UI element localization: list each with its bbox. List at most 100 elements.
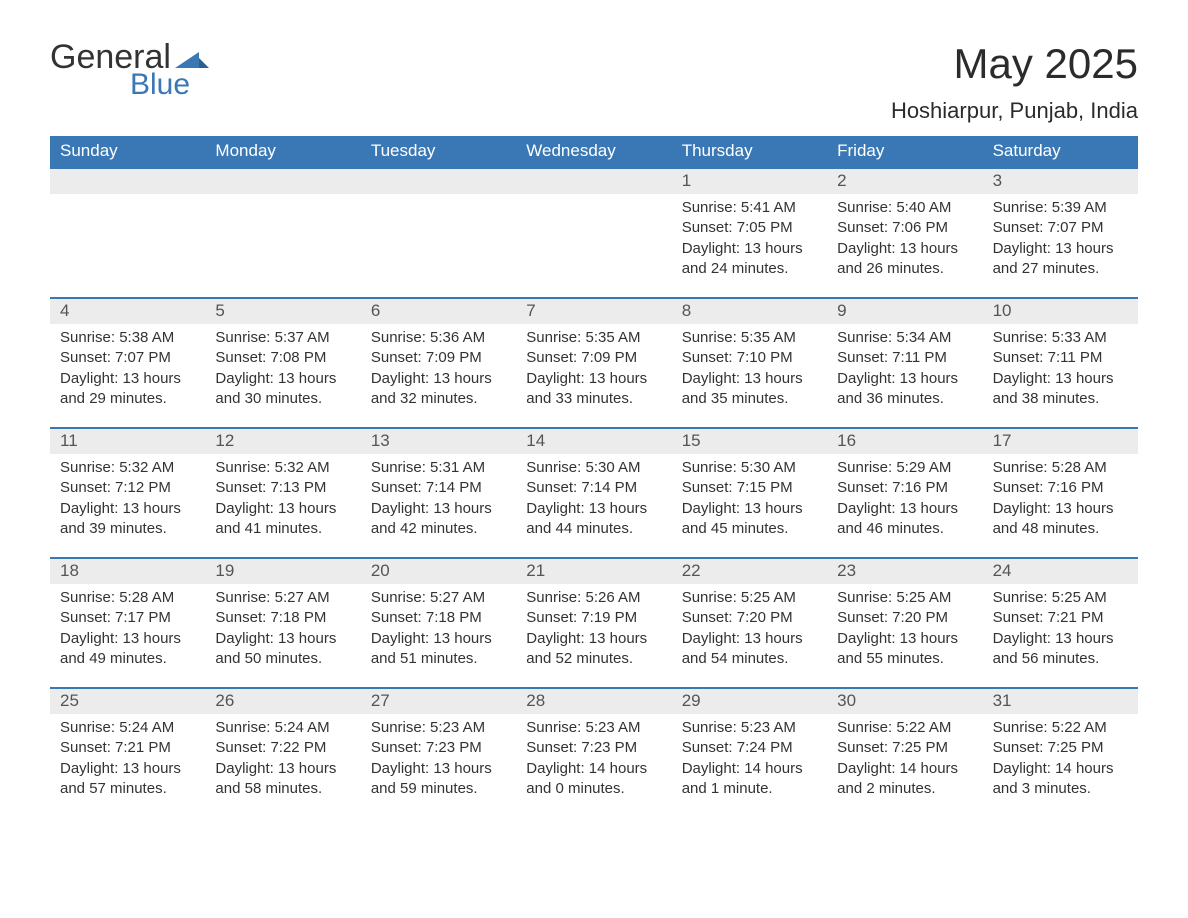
sunrise-line: Sunrise: 5:41 AM: [682, 198, 817, 218]
calendar-cell: 1Sunrise: 5:41 AMSunset: 7:05 PMDaylight…: [672, 169, 827, 297]
day-body: Sunrise: 5:28 AMSunset: 7:17 PMDaylight:…: [50, 584, 205, 687]
calendar: Sunday Monday Tuesday Wednesday Thursday…: [50, 136, 1138, 817]
title-area: May 2025 Hoshiarpur, Punjab, India: [891, 40, 1138, 124]
calendar-cell: 4Sunrise: 5:38 AMSunset: 7:07 PMDaylight…: [50, 299, 205, 427]
daylight-line: Daylight: 13 hours and 45 minutes.: [682, 499, 817, 540]
daylight-line: Daylight: 13 hours and 51 minutes.: [371, 629, 506, 670]
day-body: Sunrise: 5:32 AMSunset: 7:12 PMDaylight:…: [50, 454, 205, 557]
sunset-line: Sunset: 7:11 PM: [993, 348, 1128, 368]
sunrise-line: Sunrise: 5:30 AM: [526, 458, 661, 478]
page-subtitle: Hoshiarpur, Punjab, India: [891, 98, 1138, 124]
day-body: Sunrise: 5:25 AMSunset: 7:20 PMDaylight:…: [672, 584, 827, 687]
day-number: 11: [50, 429, 205, 454]
sunset-line: Sunset: 7:16 PM: [993, 478, 1128, 498]
daylight-line: Daylight: 13 hours and 58 minutes.: [215, 759, 350, 800]
day-body: Sunrise: 5:27 AMSunset: 7:18 PMDaylight:…: [205, 584, 360, 687]
daylight-line: Daylight: 13 hours and 36 minutes.: [837, 369, 972, 410]
day-body: Sunrise: 5:22 AMSunset: 7:25 PMDaylight:…: [983, 714, 1138, 817]
daylight-line: Daylight: 13 hours and 42 minutes.: [371, 499, 506, 540]
calendar-cell: 6Sunrise: 5:36 AMSunset: 7:09 PMDaylight…: [361, 299, 516, 427]
sunset-line: Sunset: 7:13 PM: [215, 478, 350, 498]
sunset-line: Sunset: 7:20 PM: [682, 608, 817, 628]
calendar-header-row: Sunday Monday Tuesday Wednesday Thursday…: [50, 136, 1138, 167]
day-number: 10: [983, 299, 1138, 324]
calendar-week: 18Sunrise: 5:28 AMSunset: 7:17 PMDayligh…: [50, 557, 1138, 687]
calendar-cell: 22Sunrise: 5:25 AMSunset: 7:20 PMDayligh…: [672, 559, 827, 687]
calendar-cell: 7Sunrise: 5:35 AMSunset: 7:09 PMDaylight…: [516, 299, 671, 427]
day-body: Sunrise: 5:26 AMSunset: 7:19 PMDaylight:…: [516, 584, 671, 687]
sunset-line: Sunset: 7:14 PM: [526, 478, 661, 498]
sunset-line: Sunset: 7:10 PM: [682, 348, 817, 368]
sunset-line: Sunset: 7:06 PM: [837, 218, 972, 238]
daylight-line: Daylight: 13 hours and 55 minutes.: [837, 629, 972, 670]
day-number-blank: [50, 169, 205, 194]
day-number: 6: [361, 299, 516, 324]
day-number: 20: [361, 559, 516, 584]
daylight-line: Daylight: 13 hours and 48 minutes.: [993, 499, 1128, 540]
day-body: Sunrise: 5:28 AMSunset: 7:16 PMDaylight:…: [983, 454, 1138, 557]
sunset-line: Sunset: 7:07 PM: [993, 218, 1128, 238]
day-number: 19: [205, 559, 360, 584]
day-body: Sunrise: 5:22 AMSunset: 7:25 PMDaylight:…: [827, 714, 982, 817]
calendar-cell: 29Sunrise: 5:23 AMSunset: 7:24 PMDayligh…: [672, 689, 827, 817]
daylight-line: Daylight: 13 hours and 57 minutes.: [60, 759, 195, 800]
calendar-cell: [205, 169, 360, 297]
calendar-cell: 2Sunrise: 5:40 AMSunset: 7:06 PMDaylight…: [827, 169, 982, 297]
daylight-line: Daylight: 13 hours and 26 minutes.: [837, 239, 972, 280]
daylight-line: Daylight: 13 hours and 27 minutes.: [993, 239, 1128, 280]
calendar-cell: 15Sunrise: 5:30 AMSunset: 7:15 PMDayligh…: [672, 429, 827, 557]
daylight-line: Daylight: 13 hours and 46 minutes.: [837, 499, 972, 540]
calendar-cell: 28Sunrise: 5:23 AMSunset: 7:23 PMDayligh…: [516, 689, 671, 817]
day-number: 23: [827, 559, 982, 584]
sunset-line: Sunset: 7:12 PM: [60, 478, 195, 498]
day-body: Sunrise: 5:36 AMSunset: 7:09 PMDaylight:…: [361, 324, 516, 427]
sunrise-line: Sunrise: 5:31 AM: [371, 458, 506, 478]
day-number: 25: [50, 689, 205, 714]
daylight-line: Daylight: 14 hours and 3 minutes.: [993, 759, 1128, 800]
calendar-cell: 12Sunrise: 5:32 AMSunset: 7:13 PMDayligh…: [205, 429, 360, 557]
sunset-line: Sunset: 7:23 PM: [526, 738, 661, 758]
day-body: Sunrise: 5:23 AMSunset: 7:24 PMDaylight:…: [672, 714, 827, 817]
dayname-wednesday: Wednesday: [516, 136, 671, 167]
sunrise-line: Sunrise: 5:24 AM: [215, 718, 350, 738]
logo: General Blue: [50, 40, 210, 102]
sunset-line: Sunset: 7:17 PM: [60, 608, 195, 628]
day-number: 17: [983, 429, 1138, 454]
day-number: 31: [983, 689, 1138, 714]
day-body: Sunrise: 5:23 AMSunset: 7:23 PMDaylight:…: [361, 714, 516, 817]
sunrise-line: Sunrise: 5:23 AM: [371, 718, 506, 738]
day-number: 13: [361, 429, 516, 454]
calendar-cell: [361, 169, 516, 297]
sunrise-line: Sunrise: 5:40 AM: [837, 198, 972, 218]
day-number: 15: [672, 429, 827, 454]
day-body: Sunrise: 5:24 AMSunset: 7:22 PMDaylight:…: [205, 714, 360, 817]
calendar-page: General Blue May 2025 Hoshiarpur, Punjab…: [0, 0, 1188, 857]
daylight-line: Daylight: 13 hours and 32 minutes.: [371, 369, 506, 410]
daylight-line: Daylight: 13 hours and 50 minutes.: [215, 629, 350, 670]
sunset-line: Sunset: 7:24 PM: [682, 738, 817, 758]
day-number: 26: [205, 689, 360, 714]
sunrise-line: Sunrise: 5:25 AM: [682, 588, 817, 608]
sunset-line: Sunset: 7:16 PM: [837, 478, 972, 498]
sunrise-line: Sunrise: 5:28 AM: [60, 588, 195, 608]
calendar-cell: 31Sunrise: 5:22 AMSunset: 7:25 PMDayligh…: [983, 689, 1138, 817]
sunrise-line: Sunrise: 5:39 AM: [993, 198, 1128, 218]
sunrise-line: Sunrise: 5:35 AM: [526, 328, 661, 348]
dayname-tuesday: Tuesday: [361, 136, 516, 167]
calendar-cell: 20Sunrise: 5:27 AMSunset: 7:18 PMDayligh…: [361, 559, 516, 687]
sunrise-line: Sunrise: 5:27 AM: [215, 588, 350, 608]
day-number: 22: [672, 559, 827, 584]
day-number: 8: [672, 299, 827, 324]
day-number: 14: [516, 429, 671, 454]
sunset-line: Sunset: 7:08 PM: [215, 348, 350, 368]
dayname-sunday: Sunday: [50, 136, 205, 167]
daylight-line: Daylight: 14 hours and 1 minute.: [682, 759, 817, 800]
calendar-week: 4Sunrise: 5:38 AMSunset: 7:07 PMDaylight…: [50, 297, 1138, 427]
day-body: Sunrise: 5:39 AMSunset: 7:07 PMDaylight:…: [983, 194, 1138, 297]
sunset-line: Sunset: 7:21 PM: [60, 738, 195, 758]
daylight-line: Daylight: 13 hours and 29 minutes.: [60, 369, 195, 410]
day-body: Sunrise: 5:23 AMSunset: 7:23 PMDaylight:…: [516, 714, 671, 817]
day-number: 24: [983, 559, 1138, 584]
daylight-line: Daylight: 13 hours and 44 minutes.: [526, 499, 661, 540]
day-number: 21: [516, 559, 671, 584]
